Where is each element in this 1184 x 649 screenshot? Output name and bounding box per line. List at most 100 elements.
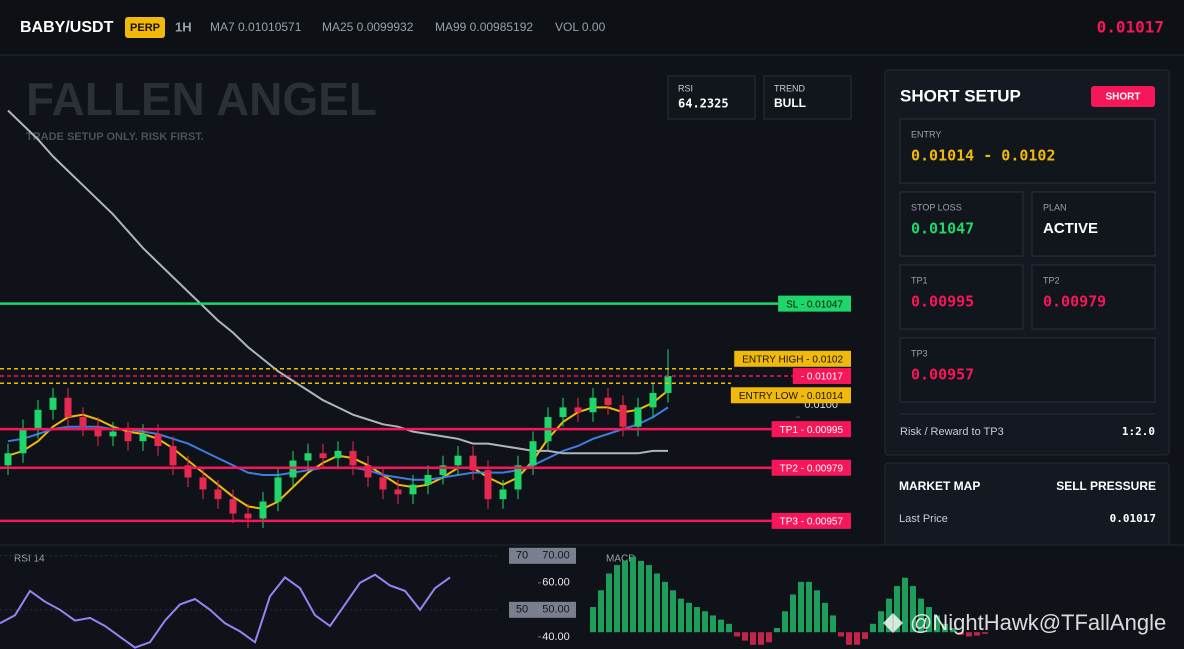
- candle-body: [439, 465, 447, 475]
- card-label: TP3: [911, 348, 928, 358]
- interval[interactable]: 1H: [175, 19, 192, 34]
- card-label: STOP LOSS: [911, 202, 962, 212]
- candle-body: [184, 465, 192, 478]
- ref-label: 50: [516, 604, 528, 616]
- macd-bar: [886, 598, 892, 633]
- candle-body: [664, 376, 672, 393]
- macd-bar: [734, 632, 740, 637]
- macd-bar: [750, 632, 756, 645]
- setup-cards: ENTRY 0.01014 - 0.0102 STOP LOSS 0.01047 PLA…: [899, 118, 1156, 403]
- card-value: ACTIVE: [1043, 220, 1098, 237]
- macd-bar: [862, 632, 868, 639]
- candle-body: [379, 477, 387, 490]
- macd-bar: [670, 590, 676, 633]
- symbol: BABY/USDT: [20, 19, 114, 36]
- macd-bar: [702, 611, 708, 633]
- macd-bar: [830, 615, 836, 633]
- candle-body: [34, 409, 42, 430]
- candle-body: [229, 499, 237, 514]
- level-label-bg: [771, 421, 851, 438]
- setup-card: [1031, 191, 1156, 257]
- last-price: 0.01017: [1097, 18, 1164, 37]
- candle-body: [154, 433, 162, 447]
- y-tick-label: 70.00: [542, 550, 570, 562]
- macd-bar: [678, 598, 684, 633]
- macd-bar: [726, 623, 732, 633]
- candle-body: [529, 441, 537, 466]
- candle-body: [109, 431, 117, 437]
- candle-body: [364, 465, 372, 478]
- level-label: SL - 0.01047: [786, 299, 843, 310]
- macd-bar: [718, 619, 724, 633]
- short-badge[interactable]: SHORT: [1106, 92, 1141, 103]
- candle-body: [64, 397, 72, 418]
- watermark: @NightHawk@TFallAngle: [883, 610, 1166, 635]
- candle-body: [19, 429, 27, 454]
- macd-bar: [662, 581, 668, 633]
- row-label: Last Price: [899, 513, 948, 525]
- macd-bar: [798, 581, 804, 633]
- stat-value: BULL: [774, 96, 806, 110]
- macd-bar: [742, 632, 748, 641]
- candle-body: [559, 407, 567, 418]
- rsi-title: RSI 14: [14, 554, 45, 565]
- indicator: VOL 0.00: [555, 20, 606, 34]
- macd-bar: [814, 590, 820, 633]
- stat-box: [667, 75, 756, 120]
- stat-value: 64.2325: [678, 97, 729, 111]
- candle-body: [634, 407, 642, 427]
- setup-title: SHORT SETUP: [900, 86, 1021, 105]
- candle-body: [394, 489, 402, 495]
- macd-bar: [918, 598, 924, 633]
- level-label: ENTRY LOW - 0.01014: [739, 391, 844, 402]
- candle-body: [124, 431, 132, 442]
- macd-bar: [614, 565, 620, 633]
- candle-body: [424, 475, 432, 485]
- macd-bar: [638, 560, 644, 633]
- candle-body: [349, 450, 357, 466]
- macd-bar: [782, 611, 788, 633]
- candle-body: [649, 392, 657, 408]
- badge[interactable]: PERP: [130, 22, 160, 34]
- stat-label: TREND: [774, 83, 805, 93]
- level-label-bg: [730, 387, 851, 404]
- macd-bar: [806, 581, 812, 633]
- card-label: PLAN: [1043, 202, 1067, 212]
- level-label: ENTRY HIGH - 0.0102: [742, 354, 843, 365]
- rr-value: 1:2.0: [1122, 425, 1155, 438]
- chart-subtitle: TRADE SETUP ONLY. RISK FIRST.: [26, 131, 204, 143]
- macd-bar: [710, 615, 716, 633]
- macd-bar: [622, 560, 628, 633]
- level-label: TP3 - 0.00957: [780, 517, 844, 528]
- macd-bar: [822, 602, 828, 633]
- indicator: MA25 0.0099932: [322, 20, 414, 34]
- candle-body: [334, 450, 342, 459]
- card-value: 0.00995: [911, 293, 974, 311]
- y-tick-label: 50.00: [542, 604, 570, 616]
- level-label: TP2 - 0.00979: [780, 463, 844, 474]
- macd-bar: [646, 565, 652, 633]
- macd-title: MACD: [606, 554, 635, 565]
- rsi-line: [0, 573, 451, 649]
- macd-bar: [982, 632, 988, 634]
- row-value: 0.01017: [1110, 512, 1156, 525]
- market-status: SELL PRESSURE: [1056, 479, 1156, 493]
- ref-label-bg: [509, 547, 576, 564]
- macd-bar: [766, 632, 772, 643]
- candle-body: [259, 501, 267, 519]
- macd-bar: [942, 623, 948, 633]
- header-bar: [0, 0, 1184, 55]
- macd-bar: [606, 573, 612, 633]
- card-value: 0.01047: [911, 220, 974, 238]
- card-label: ENTRY: [911, 129, 941, 139]
- candle-body: [604, 397, 612, 405]
- candle-body: [454, 455, 462, 466]
- candle-body: [589, 397, 597, 413]
- ref-label-bg: [509, 601, 576, 618]
- candle-body: [499, 489, 507, 500]
- watermark-text: @NightHawk@TFallAngle: [910, 610, 1166, 635]
